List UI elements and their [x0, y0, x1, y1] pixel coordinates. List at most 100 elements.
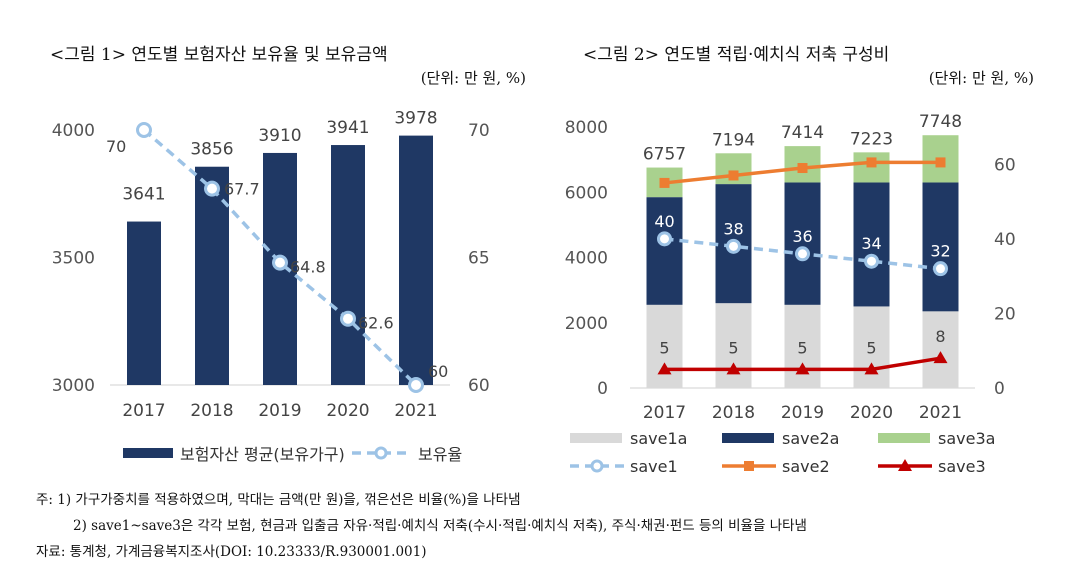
line-save1-point [795, 246, 810, 262]
line-save1-point [726, 238, 741, 254]
line-save3-point [657, 362, 672, 375]
line-save1-data-label: 34 [861, 234, 881, 253]
bar [399, 135, 433, 385]
legend-swatch-save3-marker [898, 459, 912, 471]
line-save1-point [933, 261, 948, 277]
y-left-tick-label: 4000 [565, 249, 608, 269]
legend-swatch-save2-marker [744, 461, 754, 471]
line-save3-data-label: 5 [728, 338, 738, 357]
stacked-bar-save2a [784, 182, 821, 305]
bar [127, 221, 161, 385]
y-right-tick-label: 65 [468, 249, 490, 269]
y-right-tick-label: 40 [994, 230, 1016, 250]
x-tick-label: 2017 [643, 403, 686, 423]
line-save3-data-label: 5 [866, 338, 876, 357]
line-save3-data-label: 8 [935, 327, 945, 346]
line-save1-data-label: 40 [654, 212, 674, 231]
y-left-tick-label: 3500 [52, 249, 95, 269]
chart2-unit: (단위: 만 원, %) [928, 69, 1034, 87]
line-save2-point [728, 170, 739, 181]
total-data-label: 7748 [919, 112, 962, 132]
stacked-bar-save1a [853, 306, 890, 388]
x-tick-label: 2018 [712, 403, 755, 423]
chart1-title: <그림 1> 연도별 보험자산 보유율 및 보유금액 [50, 45, 388, 65]
legend-label-save3a: save3a [938, 429, 995, 448]
y-left-tick-label: 4000 [52, 121, 95, 141]
line-save3-data-label: 5 [797, 338, 807, 357]
line-save3-point [864, 362, 879, 375]
bar [331, 145, 365, 385]
line-save2-point [797, 163, 808, 174]
legend-swatch-save1-marker [590, 459, 604, 473]
line-save1-data-label: 36 [792, 227, 812, 246]
legend-swatch-save3a [878, 433, 930, 443]
x-tick-label: 2021 [919, 403, 962, 423]
y-right-tick-label: 20 [994, 304, 1016, 324]
note-1: 주: 1) 가구가중치를 적용하였으며, 막대는 금액(만 원)을, 꺾은선은 … [36, 492, 521, 508]
line-save2-point [659, 177, 670, 188]
chart2-title: <그림 2> 연도별 적립·예치식 저축 구성비 [583, 45, 890, 65]
line-save1-data-label: 32 [930, 242, 950, 261]
line-save1-point [864, 253, 879, 269]
y-left-tick-label: 3000 [52, 376, 95, 396]
line-point [408, 377, 424, 393]
y-left-tick-label: 8000 [565, 118, 608, 138]
legend-label-bar: 보험자산 평균(보유가구) [180, 445, 345, 464]
bar-data-label: 3641 [122, 185, 165, 205]
legend-label-save3: save3 [938, 457, 986, 476]
stacked-bar-save2a [646, 197, 683, 305]
y-right-tick-label: 0 [994, 379, 1005, 399]
y-left-tick-label: 0 [597, 379, 608, 399]
total-data-label: 6757 [643, 145, 686, 165]
line-save1-data-label: 38 [723, 219, 743, 238]
x-tick-label: 2021 [394, 401, 437, 421]
line-save3-point [933, 351, 948, 364]
legend-label-line: 보유율 [418, 445, 462, 464]
line-data-label: 60 [428, 362, 448, 381]
x-tick-label: 2019 [781, 403, 824, 423]
legend-swatch-bar [123, 448, 173, 458]
line-save2-point [935, 157, 946, 168]
total-data-label: 7414 [781, 123, 824, 143]
y-left-tick-label: 2000 [565, 314, 608, 334]
note-2: 2) save1~save3은 각각 보험, 현금과 입출금 자유·적립·예치식… [73, 518, 807, 534]
y-right-tick-label: 60 [468, 376, 490, 396]
y-left-tick-label: 6000 [565, 183, 608, 203]
total-data-label: 7194 [712, 130, 755, 150]
bar-data-label: 3910 [258, 126, 301, 146]
x-tick-label: 2020 [850, 403, 893, 423]
x-tick-label: 2019 [258, 401, 301, 421]
line-save2-point [866, 157, 877, 168]
line-save3-point [795, 362, 810, 375]
x-tick-label: 2020 [326, 401, 369, 421]
line-save3-data-label: 5 [659, 338, 669, 357]
bar-data-label: 3856 [190, 140, 233, 160]
x-tick-label: 2017 [122, 401, 165, 421]
stacked-bar-save1a [922, 311, 959, 388]
line-point [340, 310, 356, 327]
stacked-bar-save2a [853, 182, 890, 307]
line-data-label: 62.6 [358, 314, 394, 333]
stacked-bar-save2a [922, 182, 959, 312]
total-data-label: 7223 [850, 129, 893, 149]
legend-label-save1: save1 [630, 457, 678, 476]
line-point [204, 180, 220, 197]
x-tick-label: 2018 [190, 401, 233, 421]
bar-data-label: 3941 [326, 118, 369, 138]
y-right-tick-label: 70 [468, 121, 490, 141]
line-point [272, 254, 288, 271]
legend-label-save2a: save2a [782, 429, 839, 448]
line-data-label: 67.7 [224, 180, 260, 199]
line-save1-point [657, 231, 672, 247]
line-data-label: 64.8 [290, 258, 326, 277]
line-data-label: 70 [106, 137, 126, 156]
legend-swatch-marker [374, 446, 388, 460]
legend-label-save2: save2 [782, 457, 830, 476]
legend-label-save1a: save1a [630, 429, 687, 448]
chart1-unit: (단위: 만 원, %) [420, 69, 526, 87]
source-note: 자료: 통계청, 가계금융복지조사(DOI: 10.23333/R.930001… [36, 544, 427, 560]
legend-swatch-save2a [722, 433, 774, 443]
bar-data-label: 3978 [394, 109, 437, 129]
y-right-tick-label: 60 [994, 155, 1016, 175]
